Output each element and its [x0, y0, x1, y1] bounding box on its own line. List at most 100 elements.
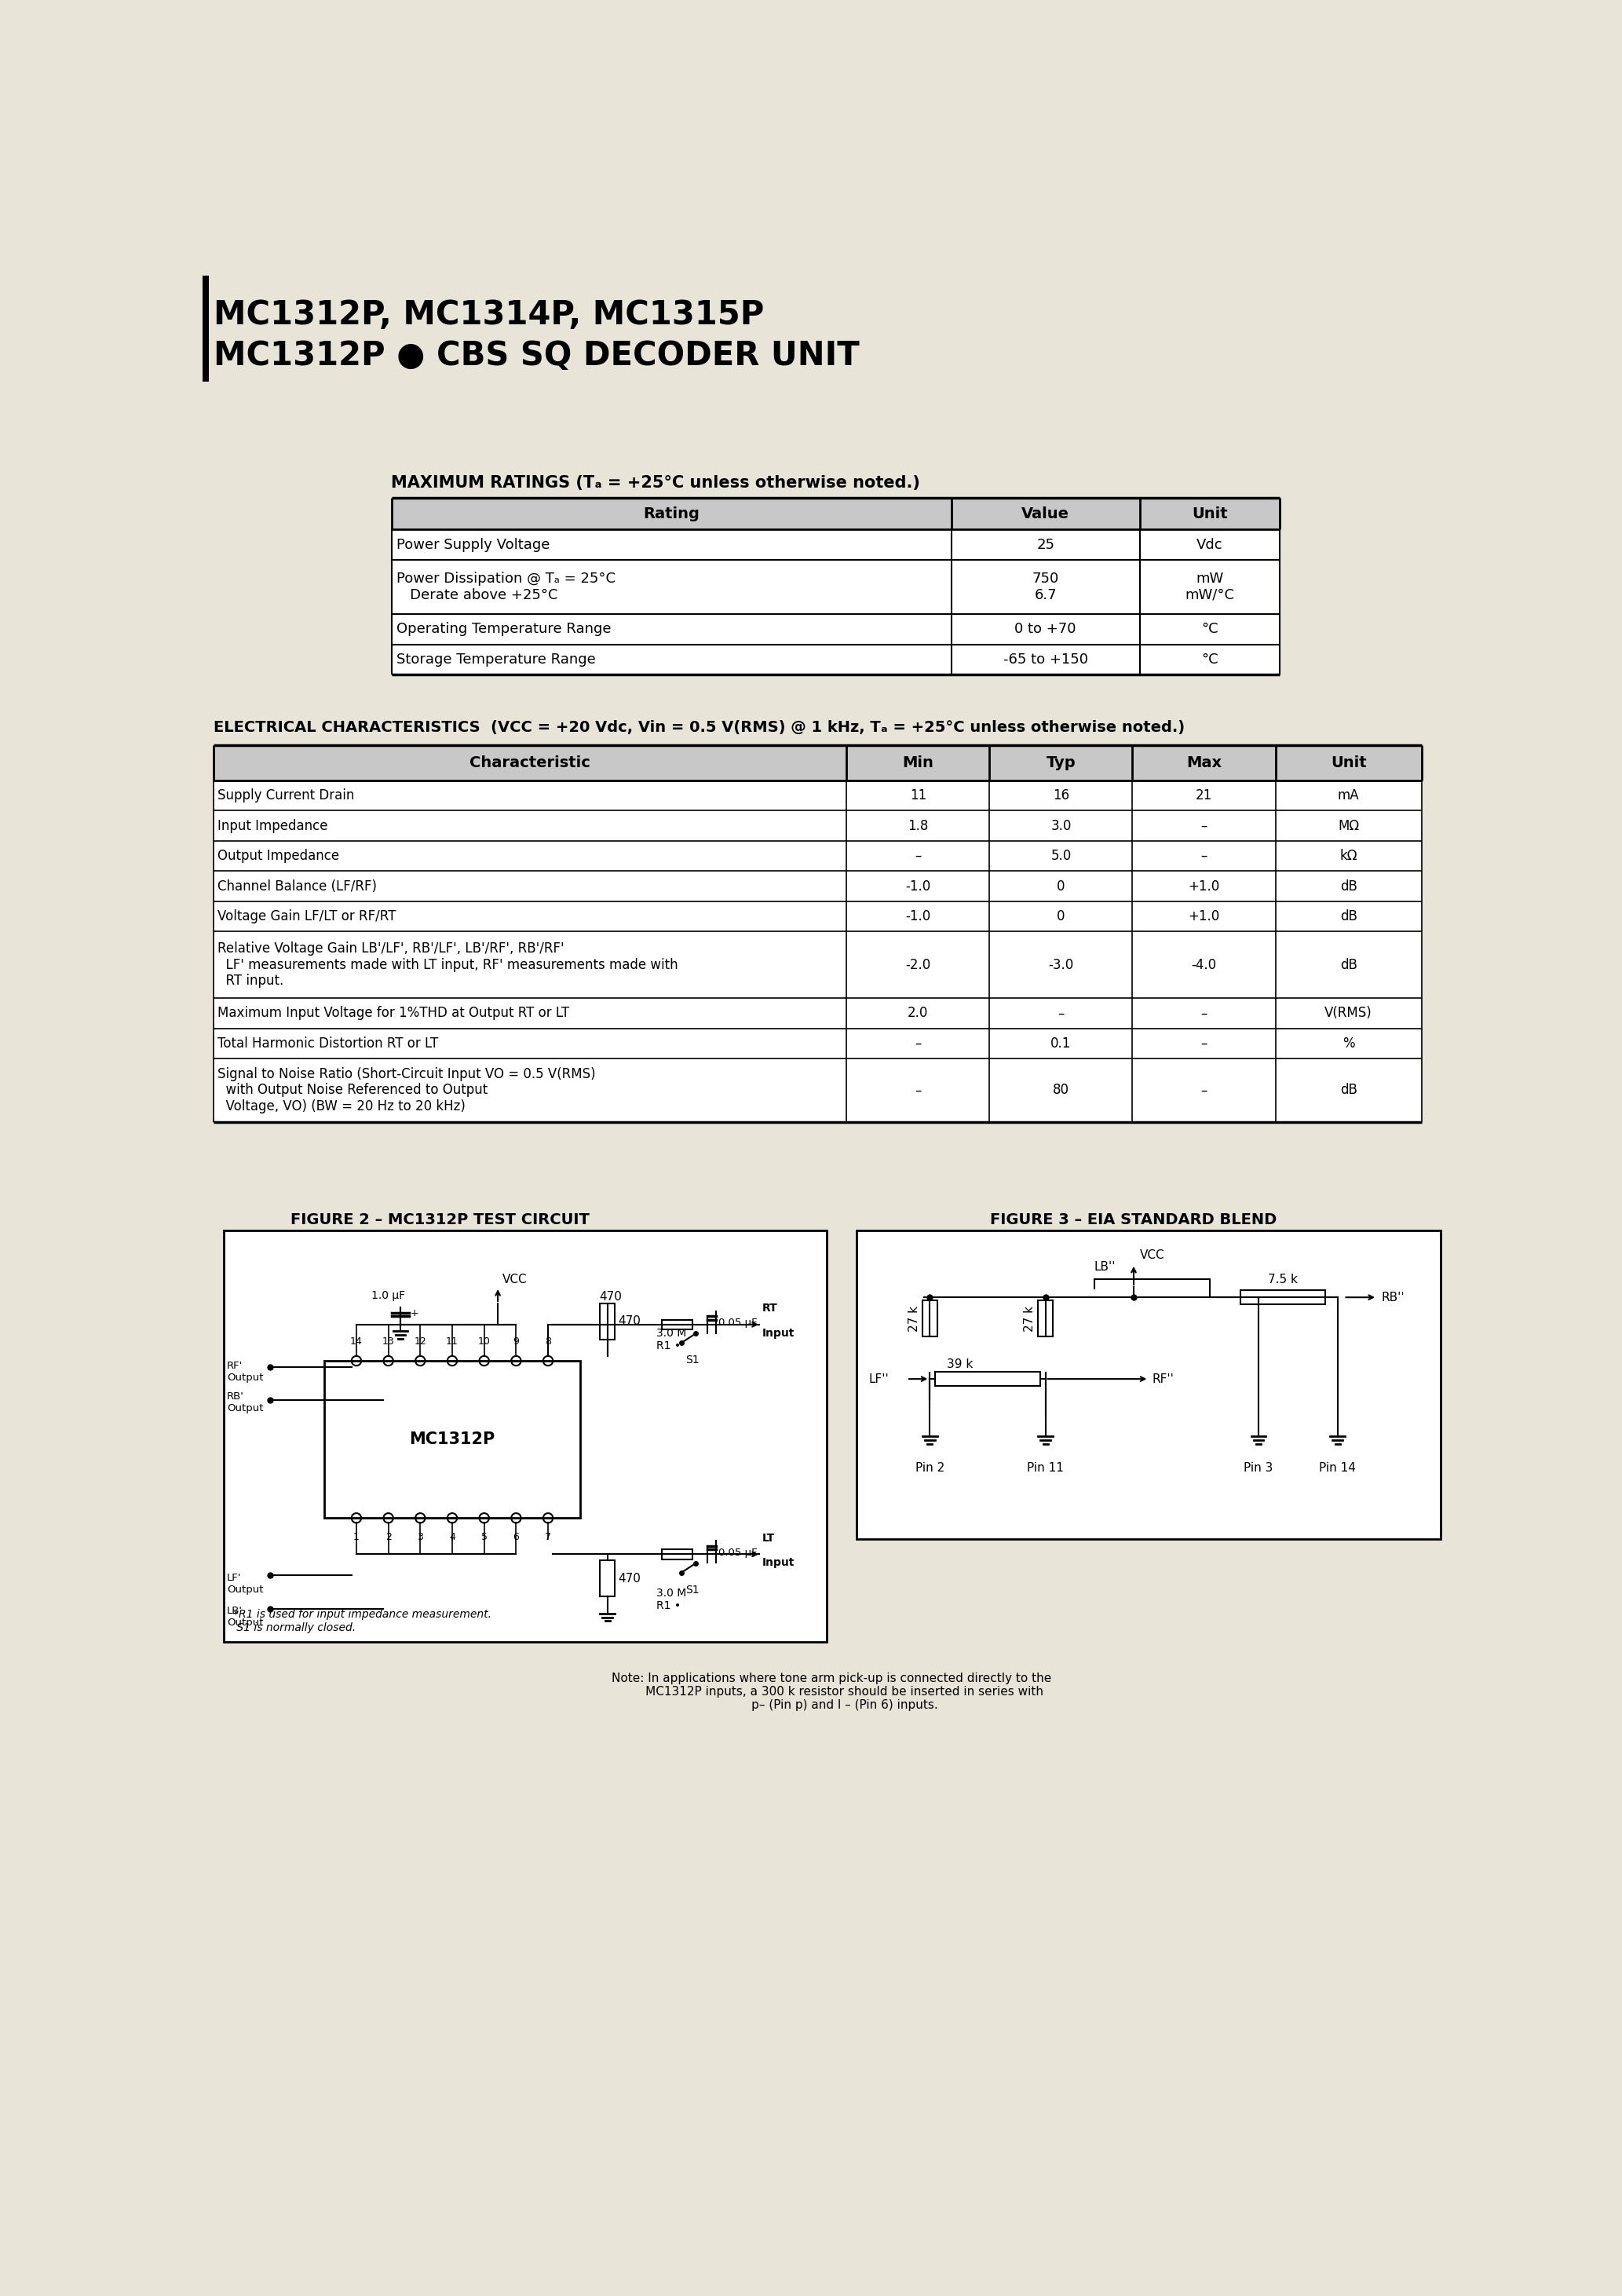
Text: 1: 1 [354, 1531, 360, 1543]
Text: +1.0: +1.0 [1189, 879, 1220, 893]
Text: Rating: Rating [642, 507, 699, 521]
Text: 11: 11 [910, 788, 926, 804]
Text: 7.5 k: 7.5 k [1268, 1274, 1298, 1286]
Text: 16: 16 [1053, 788, 1069, 804]
Bar [391, 560, 1280, 613]
Text: -3.0: -3.0 [1048, 957, 1074, 971]
Text: 0.1: 0.1 [1051, 1035, 1071, 1052]
Text: –: – [915, 850, 921, 863]
Bar [391, 530, 1280, 560]
Text: MC1312P, MC1314P, MC1315P: MC1312P, MC1314P, MC1315P [214, 298, 764, 331]
Bar [923, 1300, 938, 1336]
Text: MAXIMUM RATINGS (Tₐ = +25°C unless otherwise noted.): MAXIMUM RATINGS (Tₐ = +25°C unless other… [391, 475, 920, 491]
Text: Relative Voltage Gain LB'/LF', RB'/LF', LB'/RF', RB'/RF'
  LF' measurements made: Relative Voltage Gain LB'/LF', RB'/LF', … [217, 941, 678, 987]
Text: mA: mA [1338, 788, 1359, 804]
Bar [934, 1371, 1041, 1387]
Text: Pin 14: Pin 14 [1319, 1463, 1356, 1474]
Text: Power Supply Voltage: Power Supply Voltage [396, 537, 550, 551]
Text: 12: 12 [414, 1336, 427, 1348]
Text: –: – [1058, 1006, 1064, 1019]
Text: Storage Temperature Range: Storage Temperature Range [396, 652, 595, 666]
Text: Value: Value [1022, 507, 1069, 521]
Text: 5: 5 [482, 1531, 487, 1543]
Bar [214, 781, 1421, 810]
Text: °C: °C [1202, 652, 1218, 666]
Text: 470: 470 [599, 1290, 621, 1304]
Text: 8: 8 [545, 1336, 551, 1348]
Bar [214, 932, 1421, 999]
Text: -2.0: -2.0 [905, 957, 931, 971]
Text: Pin 2: Pin 2 [915, 1463, 944, 1474]
Text: 0 to +70: 0 to +70 [1015, 622, 1077, 636]
Text: 3.0 M
R1 •: 3.0 M R1 • [655, 1327, 686, 1352]
Text: Channel Balance (LF/RF): Channel Balance (LF/RF) [217, 879, 376, 893]
Text: Max: Max [1186, 755, 1221, 769]
Bar [600, 1304, 615, 1339]
Text: Note: In applications where tone arm pick-up is connected directly to the
      : Note: In applications where tone arm pic… [611, 1671, 1051, 1711]
Text: 750
6.7: 750 6.7 [1032, 572, 1059, 602]
Text: LF'': LF'' [869, 1373, 889, 1384]
Bar [214, 999, 1421, 1029]
Text: –: – [1200, 1006, 1207, 1019]
Bar [600, 1561, 615, 1596]
Text: MΩ: MΩ [1338, 820, 1359, 833]
Text: 7: 7 [545, 1531, 551, 1543]
Bar [214, 1029, 1421, 1058]
Bar [1038, 1300, 1053, 1336]
Text: LF'
Output: LF' Output [227, 1573, 264, 1593]
Text: Voltage Gain LF/LT or RF/RT: Voltage Gain LF/LT or RF/RT [217, 909, 396, 923]
Text: S1: S1 [686, 1355, 699, 1366]
Text: Signal to Noise Ratio (Short-Circuit Input VO = 0.5 V(RMS)
  with Output Noise R: Signal to Noise Ratio (Short-Circuit Inp… [217, 1068, 595, 1114]
Text: dB: dB [1340, 909, 1358, 923]
Text: dB: dB [1340, 879, 1358, 893]
Bar [1241, 1290, 1325, 1304]
Text: %: % [1343, 1035, 1354, 1052]
Text: RF'': RF'' [1152, 1373, 1174, 1384]
Text: 3.0 M
R1 •: 3.0 M R1 • [655, 1587, 686, 1612]
Text: 4: 4 [449, 1531, 456, 1543]
Text: dB: dB [1340, 957, 1358, 971]
Text: kΩ: kΩ [1340, 850, 1358, 863]
Text: 39 k: 39 k [947, 1359, 973, 1371]
Text: 1.0 μF: 1.0 μF [371, 1290, 406, 1302]
Text: -4.0: -4.0 [1191, 957, 1216, 971]
Text: 21: 21 [1195, 788, 1212, 804]
Text: –: – [1200, 820, 1207, 833]
Text: Pin 11: Pin 11 [1027, 1463, 1064, 1474]
Text: °C: °C [1202, 622, 1218, 636]
Text: 2: 2 [386, 1531, 391, 1543]
Text: 6: 6 [513, 1531, 519, 1543]
Text: Min: Min [902, 755, 934, 769]
Text: 9: 9 [513, 1336, 519, 1348]
Text: +: + [410, 1309, 418, 1318]
Text: 80: 80 [1053, 1084, 1069, 1097]
Text: mW
mW/°C: mW mW/°C [1186, 572, 1234, 602]
Text: LT: LT [762, 1531, 775, 1543]
Text: 27 k: 27 k [1023, 1306, 1036, 1332]
Text: LB'
Output: LB' Output [227, 1605, 264, 1628]
Text: –: – [915, 1084, 921, 1097]
Text: V(RMS): V(RMS) [1325, 1006, 1372, 1019]
Text: 470: 470 [618, 1573, 641, 1584]
Text: S1: S1 [686, 1584, 699, 1596]
Text: ELECTRICAL CHARACTERISTICS  (VCC = +20 Vdc, Vin = 0.5 V(RMS) @ 1 kHz, Tₐ = +25°C: ELECTRICAL CHARACTERISTICS (VCC = +20 Vd… [214, 721, 1186, 735]
Text: Input: Input [762, 1327, 795, 1339]
Text: RF'
Output: RF' Output [227, 1362, 264, 1382]
Text: 25: 25 [1036, 537, 1054, 551]
Text: Operating Temperature Range: Operating Temperature Range [396, 622, 611, 636]
Text: MC1312P ● CBS SQ DECODER UNIT: MC1312P ● CBS SQ DECODER UNIT [214, 340, 860, 372]
Bar [662, 1550, 693, 1559]
Bar [662, 1320, 693, 1329]
Text: VCC: VCC [503, 1274, 527, 1286]
Text: –: – [915, 1035, 921, 1052]
Bar [391, 498, 1280, 530]
Text: 0: 0 [1058, 879, 1066, 893]
Text: Pin 3: Pin 3 [1244, 1463, 1273, 1474]
Bar [214, 902, 1421, 932]
Text: 470: 470 [618, 1316, 641, 1327]
Text: 13: 13 [383, 1336, 394, 1348]
Text: MC1312P: MC1312P [409, 1433, 495, 1446]
Bar [214, 840, 1421, 870]
Text: +1.0: +1.0 [1189, 909, 1220, 923]
Bar [214, 810, 1421, 840]
